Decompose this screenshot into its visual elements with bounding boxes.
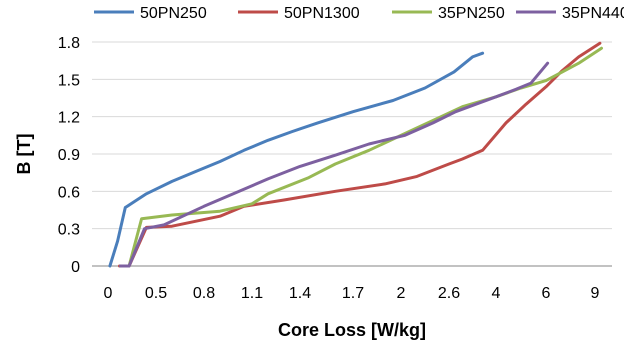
y-tick-label: 1.8 (58, 35, 80, 52)
x-axis-ticks: 0 0.5 0.8 1.1 1.4 1.7 2 2.6 4 6 9 (104, 285, 600, 302)
x-tick-label: 1.1 (241, 285, 263, 302)
x-tick-label: 6 (542, 285, 551, 302)
y-tick-label: 0.9 (58, 147, 80, 164)
x-tick-label: 2 (397, 285, 406, 302)
y-tick-label: 1.5 (58, 72, 80, 89)
x-tick-label: 0.8 (193, 285, 215, 302)
x-axis-title: Core Loss [W/kg] (278, 320, 426, 340)
y-axis-title: B [T] (14, 134, 34, 175)
y-tick-label: 0.3 (58, 222, 80, 239)
x-tick-label: 4 (492, 285, 501, 302)
x-tick-label: 2.6 (438, 285, 460, 302)
series-line-35pn440 (119, 61, 550, 268)
x-tick-label: 1.4 (289, 285, 311, 302)
legend-label-35pn250: 35PN250 (438, 5, 505, 22)
y-tick-label: 1.2 (58, 110, 80, 127)
legend-label-50pn1300: 50PN1300 (284, 5, 360, 22)
legend: 50PN250 50PN1300 35PN250 35PN440 (94, 5, 624, 22)
x-tick-label: 0.5 (145, 285, 167, 302)
series-lines (108, 41, 603, 268)
y-axis-ticks: 0 0.3 0.6 0.9 1.2 1.5 1.8 (58, 35, 80, 276)
y-tick-label: 0.6 (58, 184, 80, 201)
legend-label-35pn440: 35PN440 (562, 5, 624, 22)
x-tick-label: 9 (591, 285, 600, 302)
legend-label-50pn250: 50PN250 (140, 5, 207, 22)
series-line-35pn250 (120, 46, 603, 268)
x-tick-label: 0 (104, 285, 113, 302)
y-tick-label: 0 (71, 259, 80, 276)
series-line-50pn1300 (118, 41, 602, 268)
series-line-50pn250 (108, 51, 485, 268)
gridlines (92, 41, 612, 230)
x-tick-label: 1.7 (342, 285, 364, 302)
